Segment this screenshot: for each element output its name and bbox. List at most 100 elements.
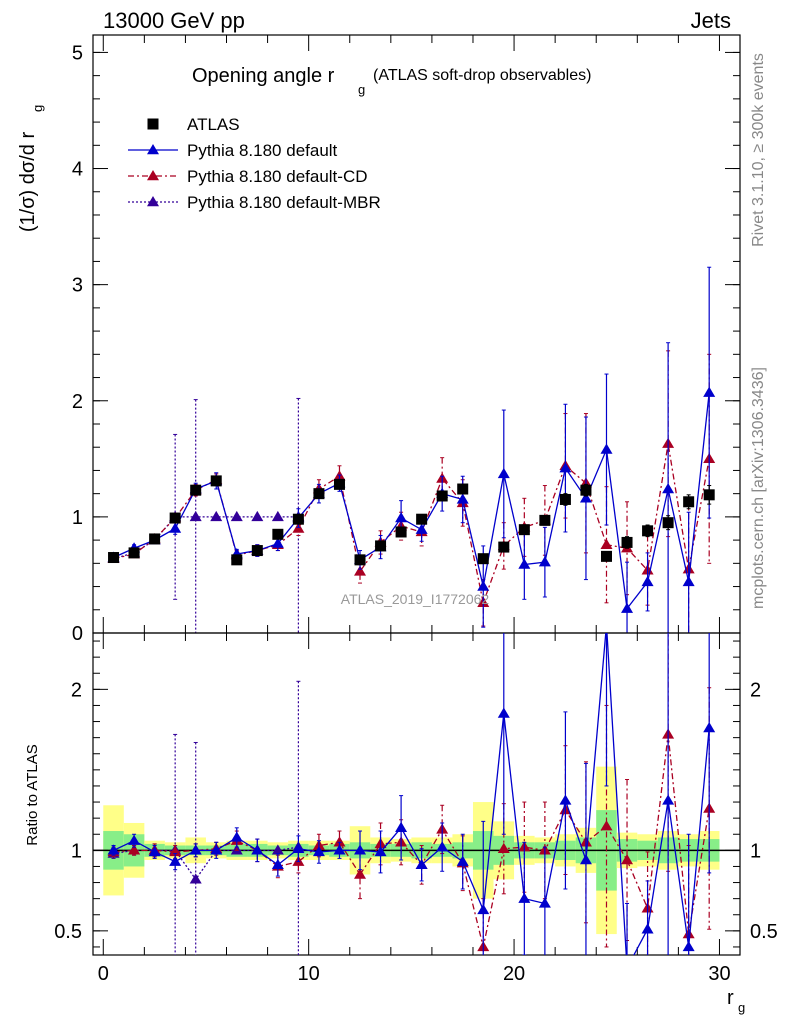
main-atlas-point-0 <box>108 552 120 564</box>
ratio-pythia-8-180-default-cd-point-3 <box>169 845 182 857</box>
ratio-pythia-8-180-default-point-4 <box>189 844 202 855</box>
legend-label-0: ATLAS <box>187 115 240 134</box>
main-ytick-label: 3 <box>72 275 83 297</box>
ratio-pythia-8-180-default-point-9 <box>292 842 305 853</box>
header-right: Jets <box>691 8 731 33</box>
main-ylabel-sub: g <box>30 105 45 112</box>
main-pythia-8-180-default-point-22 <box>559 462 572 473</box>
header-left: 13000 GeV pp <box>103 8 245 33</box>
ratio-ytick-label: 1 <box>71 840 82 862</box>
ratio-ytick-label: 2 <box>71 679 82 701</box>
ratio-panel: 0.5 0.51 12 20 10 20 30 <box>54 632 778 985</box>
watermark: ATLAS_2019_I1772062 <box>341 591 490 607</box>
main-series-group <box>107 266 716 633</box>
legend-label-2: Pythia 8.180 default-CD <box>187 167 368 186</box>
ratio-pythia-8-180-default-point-7 <box>251 844 264 855</box>
title-main: Opening angle r <box>192 65 335 87</box>
rivet-label: Rivet 3.1.10, ≥ 300k events <box>750 53 767 247</box>
main-pythia-8-180-default-point-29 <box>703 386 716 397</box>
main-atlas-point-24 <box>600 550 612 562</box>
main-atlas-point-5 <box>210 475 222 487</box>
ratio-ytick-label-right: 0.5 <box>750 921 778 943</box>
title-subscript: g <box>358 82 365 97</box>
ratio-pythia-8-180-default-cd-point-25 <box>621 854 634 865</box>
ratio-pythia-8-180-default-point-26 <box>641 923 654 934</box>
main-atlas-point-11 <box>333 478 345 490</box>
main-atlas-point-20 <box>518 524 530 536</box>
main-atlas-point-4 <box>190 484 202 496</box>
main-atlas-point-29 <box>703 489 715 501</box>
ratio-pythia-8-180-default-point-3 <box>169 855 182 866</box>
ratio-pythia-8-180-default-cd-point-24 <box>600 820 613 831</box>
ratio-frame <box>92 632 741 956</box>
ratio-pythia-8-180-default-point-8 <box>271 858 284 870</box>
main-pythia-8-180-default-mbr-point-6 <box>230 510 243 522</box>
main-ytick-label: 5 <box>72 42 83 64</box>
main-pythia-8-180-default-point-25 <box>621 602 634 613</box>
main-atlas-point-15 <box>416 513 428 525</box>
main-pythia-8-180-default-point-27 <box>662 483 675 494</box>
ratio-pythia-8-180-default-point-19 <box>497 707 510 718</box>
main-panel: 0 1 2 3 4 5 <box>72 34 741 645</box>
legend-marker-2 <box>147 170 159 181</box>
main-atlas-point-23 <box>580 484 592 496</box>
ratio-pythia-8-180-default-point-25 <box>621 962 633 972</box>
main-ytick-label: 4 <box>72 159 83 181</box>
ratio-pythia-8-180-default-point-16 <box>436 841 449 852</box>
main-pythia-8-180-default-mbr-point-5 <box>210 510 223 522</box>
xtick-label-20: 20 <box>503 963 525 985</box>
main-atlas-point-7 <box>251 545 263 557</box>
main-pythia-8-180-default-point-24 <box>600 443 613 454</box>
ratio-ytick-label: 0.5 <box>54 921 82 943</box>
main-pythia-8-180-default-mbr-point-8 <box>271 510 284 522</box>
ratio-pythia-8-180-default-point-2 <box>148 845 161 857</box>
legend-marker-0 <box>147 118 159 130</box>
main-ytick-label: 1 <box>72 507 83 529</box>
main-atlas-point-9 <box>292 513 304 525</box>
ratio-pythia-8-180-default-point-29 <box>703 721 716 733</box>
xtick-label-30: 30 <box>708 963 730 985</box>
xlabel: r <box>727 987 734 1009</box>
ratio-pythia-8-180-default-point-1 <box>128 834 141 845</box>
main-atlas-point-21 <box>539 514 551 526</box>
main-atlas-point-28 <box>683 496 695 508</box>
title-note: (ATLAS soft-drop observables) <box>373 67 591 84</box>
ratio-pythia-8-180-default-point-10 <box>312 845 325 857</box>
main-atlas-point-6 <box>231 554 243 566</box>
main-pythia-8-180-default-point-28 <box>682 575 695 587</box>
ratio-pythia-8-180-default-cd-point-12 <box>354 868 367 879</box>
ratio-pythia-8-180-default-point-27 <box>662 794 675 805</box>
ratio-pythia-8-180-default-point-18 <box>477 903 490 915</box>
ratio-pythia-8-180-default-cd-point-1 <box>128 844 141 855</box>
ratio-pythia-8-180-default-point-21 <box>538 897 551 908</box>
ratio-pythia-8-180-default-point-17 <box>456 855 469 866</box>
main-pythia-8-180-default-point-20 <box>518 558 531 569</box>
main-pythia-8-180-default-point-8 <box>271 537 284 548</box>
main-atlas-point-8 <box>272 528 284 540</box>
ratio-pythia-8-180-default-mbr-point-8 <box>271 844 284 855</box>
main-atlas-point-3 <box>169 512 181 524</box>
ratio-pythia-8-180-default-point-13 <box>374 845 387 857</box>
main-pythia-8-180-default-point-23 <box>579 492 592 503</box>
legend-marker-3 <box>147 196 159 207</box>
main-pythia-8-180-default-line <box>113 392 710 611</box>
main-pythia-8-180-default-point-26 <box>641 575 654 587</box>
ratio-pythia-8-180-default-cd-point-19 <box>497 842 510 853</box>
main-pythia-8-180-default-mbr-line <box>113 516 299 560</box>
svg-text:Opening angle r: Opening angle r <box>192 65 335 87</box>
main-atlas-point-2 <box>149 533 161 545</box>
main-pythia-8-180-default-point-17 <box>456 493 469 504</box>
main-atlas-point-16 <box>436 490 448 502</box>
chart-title: Opening angle r g (ATLAS soft-drop obser… <box>192 65 591 97</box>
main-atlas-point-22 <box>559 493 571 505</box>
ratio-pythia-8-180-default-point-22 <box>559 794 572 805</box>
xtick-label-0: 0 <box>98 963 109 985</box>
main-pythia-8-180-default-point-15 <box>415 523 428 534</box>
main-ylabel-text: (1/σ) dσ/d r <box>17 132 39 233</box>
ratio-ytick-label-right: 1 <box>750 840 761 862</box>
ratio-pythia-8-180-default-point-28 <box>682 940 695 952</box>
main-atlas-point-14 <box>395 526 407 538</box>
ratio-pythia-8-180-default-point-5 <box>210 844 223 855</box>
main-pythia-8-180-default-mbr-point-4 <box>189 510 202 522</box>
